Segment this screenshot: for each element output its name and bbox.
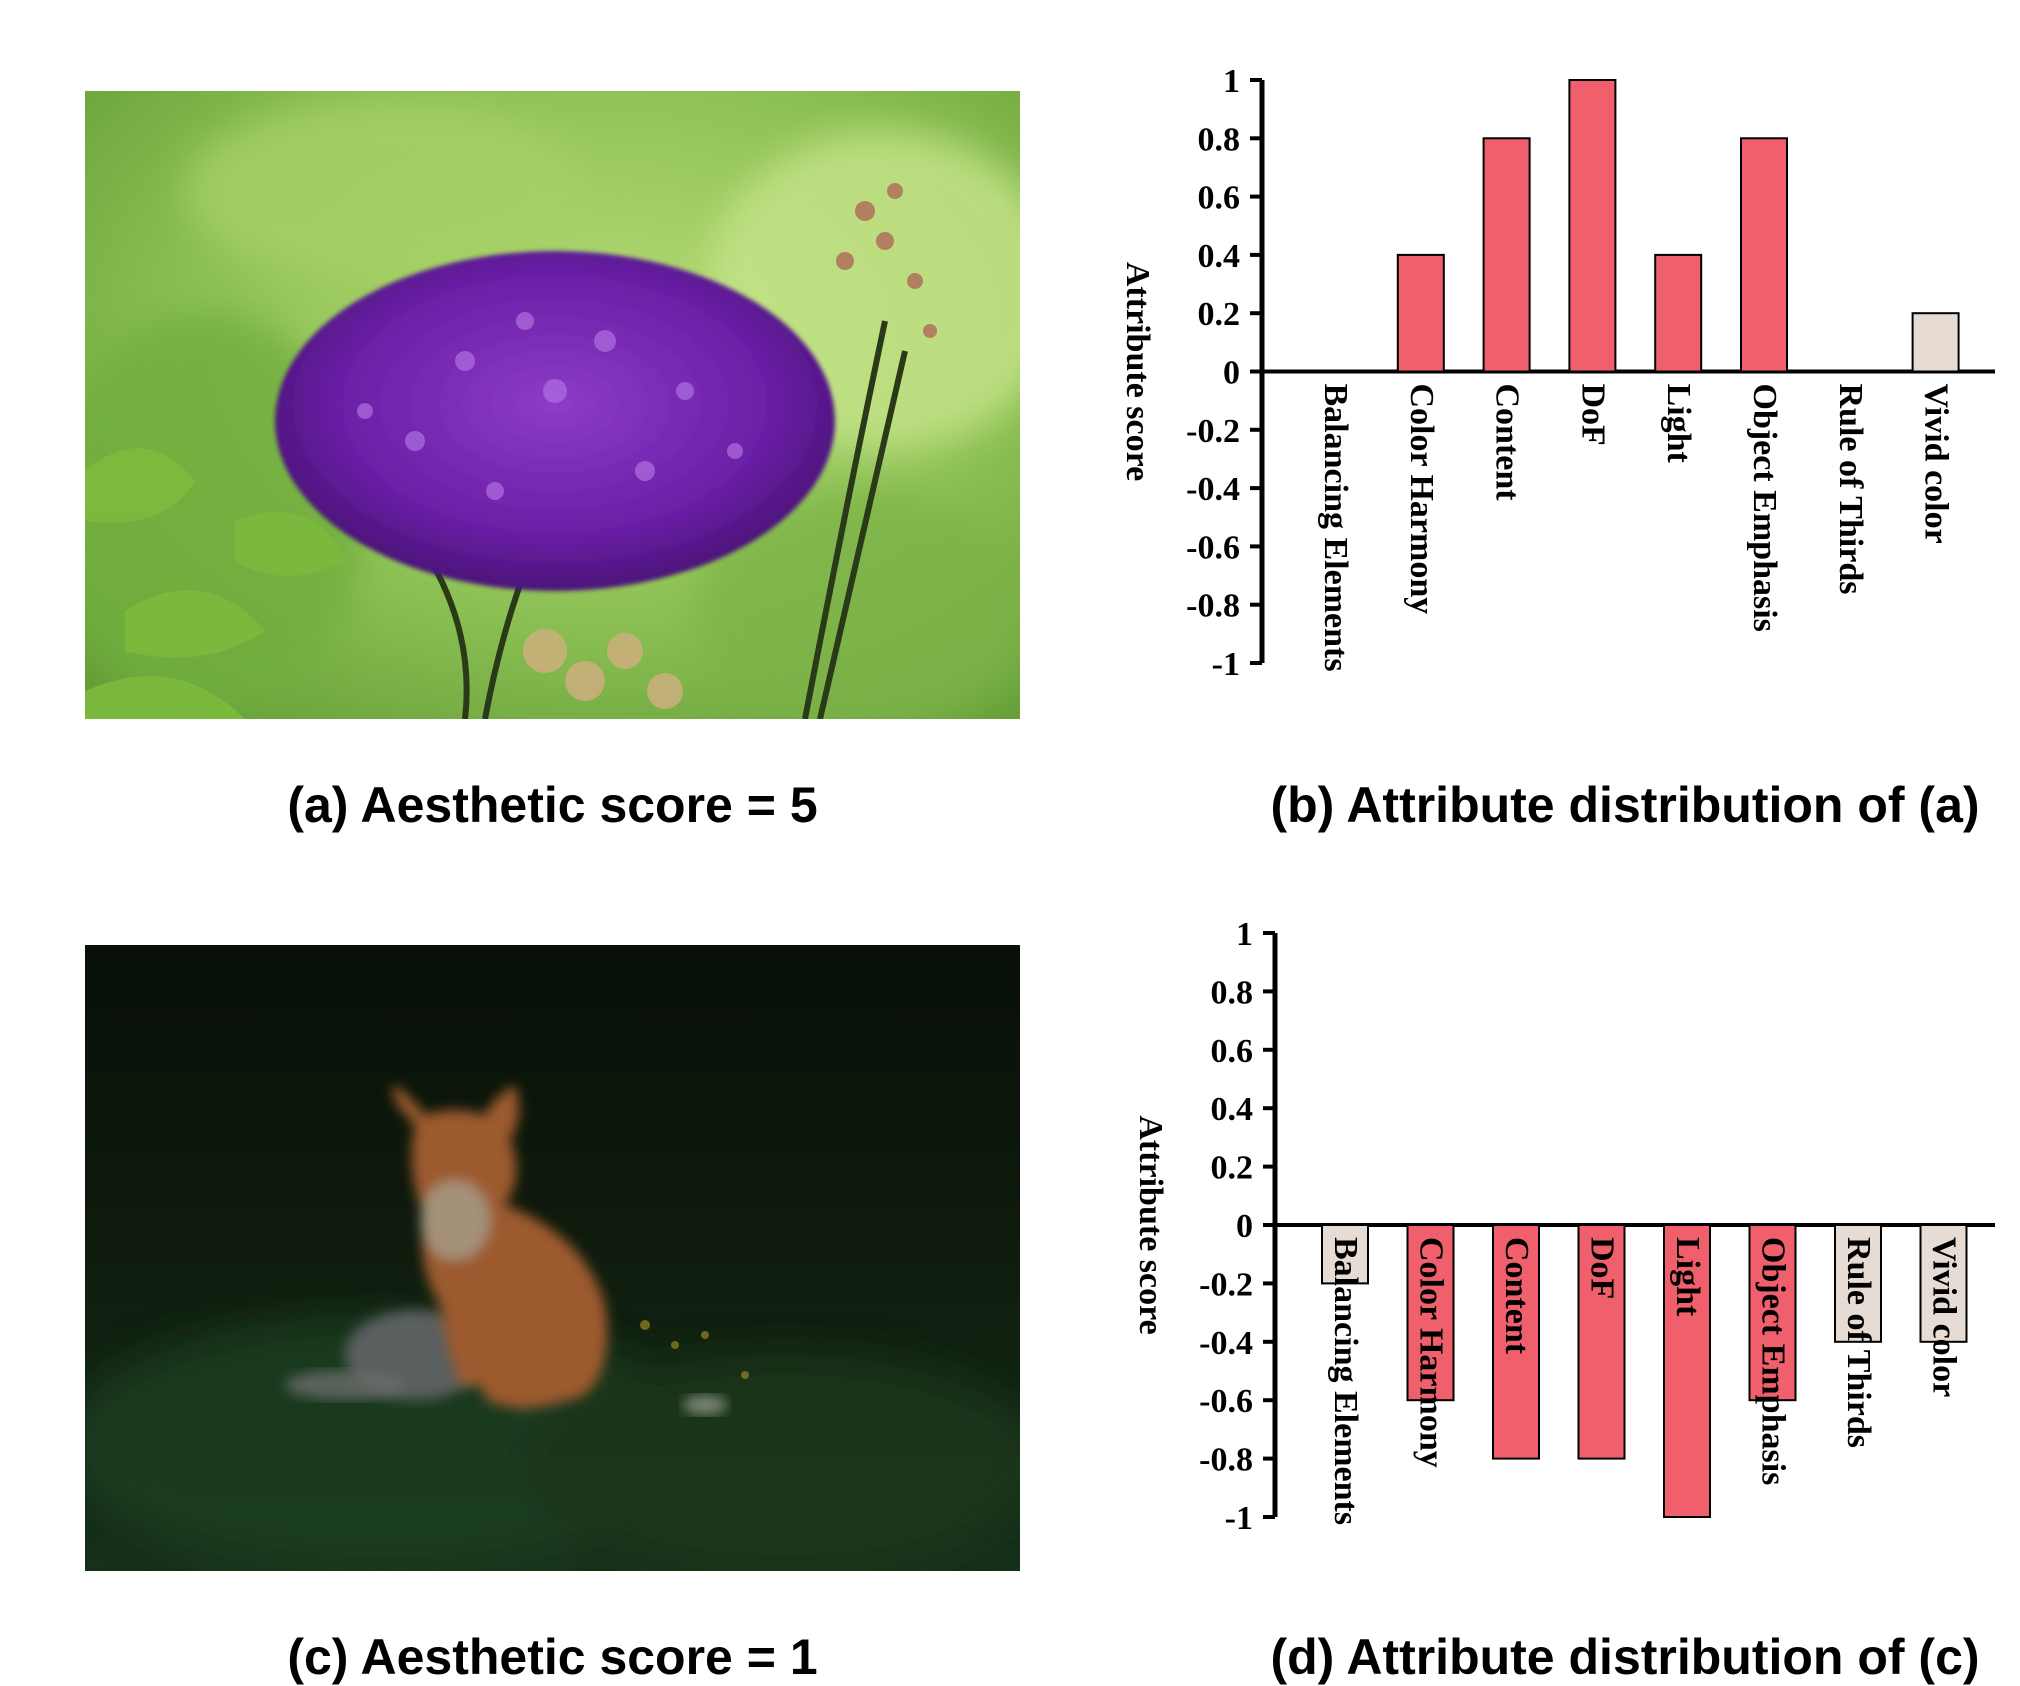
x-category-label: Vivid color bbox=[1926, 1237, 1963, 1397]
y-tick-label: 0.6 bbox=[1211, 1033, 1254, 1070]
x-category-label: Light bbox=[1669, 1237, 1706, 1317]
x-category-label: Content bbox=[1498, 1237, 1535, 1355]
y-tick-label: -1 bbox=[1212, 646, 1240, 683]
y-tick-label: 0 bbox=[1223, 355, 1240, 392]
y-tick-label: 0.2 bbox=[1198, 296, 1241, 333]
y-tick-label: -0.6 bbox=[1186, 529, 1240, 566]
caption-d: (d) Attribute distribution of (c) bbox=[1270, 1629, 1980, 1685]
x-category-label: Content bbox=[1489, 384, 1526, 502]
x-category-label: DoF bbox=[1584, 1237, 1621, 1299]
y-tick-label: -1 bbox=[1225, 1500, 1253, 1537]
x-category-label: Rule of Thirds bbox=[1832, 384, 1869, 595]
bar bbox=[1396, 253, 1445, 373]
x-category-label: Object Emphasis bbox=[1746, 384, 1783, 632]
y-tick-label: -0.6 bbox=[1199, 1383, 1253, 1420]
bar bbox=[1663, 1224, 1711, 1518]
x-category-label: Color Harmony bbox=[1403, 384, 1440, 615]
photo-cat bbox=[85, 945, 1020, 1571]
y-tick-label: 0.2 bbox=[1211, 1150, 1254, 1187]
y-tick-label: 0.6 bbox=[1198, 180, 1241, 217]
bar bbox=[1748, 1224, 1797, 1402]
x-category-label: Rule of Thirds bbox=[1840, 1237, 1877, 1448]
y-tick-label: 0.8 bbox=[1211, 974, 1254, 1011]
x-category-label: Object Emphasis bbox=[1755, 1237, 1792, 1485]
bar bbox=[1406, 1224, 1455, 1402]
y-tick-label: -0.4 bbox=[1186, 471, 1240, 508]
bar bbox=[1919, 1224, 1968, 1343]
caption-b: (b) Attribute distribution of (a) bbox=[1270, 777, 1980, 833]
y-axis-label: Attribute score bbox=[1119, 262, 1156, 481]
y-tick-label: 0.8 bbox=[1198, 121, 1241, 158]
y-tick-label: -0.2 bbox=[1186, 413, 1240, 450]
bar bbox=[1834, 1224, 1882, 1343]
y-tick-label: 0 bbox=[1236, 1208, 1253, 1245]
bar bbox=[1577, 1224, 1626, 1460]
y-tick-label: -0.2 bbox=[1199, 1266, 1253, 1303]
caption-c: (c) Aesthetic score = 1 bbox=[287, 1629, 818, 1685]
bar bbox=[1568, 79, 1617, 373]
photo-flower bbox=[85, 91, 1020, 719]
y-tick-label: 1 bbox=[1236, 916, 1253, 953]
caption-a: (a) Aesthetic score = 5 bbox=[287, 777, 818, 833]
y-tick-label: 0.4 bbox=[1198, 238, 1241, 275]
x-category-label: Light bbox=[1660, 384, 1697, 464]
x-category-label: Vivid color bbox=[1918, 384, 1955, 544]
bar bbox=[1482, 137, 1531, 373]
x-category-label: DoF bbox=[1574, 384, 1611, 446]
bar bbox=[1740, 137, 1788, 373]
bar bbox=[1492, 1224, 1540, 1460]
x-category-label: Color Harmony bbox=[1413, 1237, 1450, 1468]
x-category-label: Balancing Elements bbox=[1317, 384, 1354, 672]
bar bbox=[1911, 312, 1960, 373]
y-axis-label: Attribute score bbox=[1132, 1115, 1169, 1334]
bar bbox=[1321, 1224, 1369, 1285]
y-tick-label: 1 bbox=[1223, 63, 1240, 100]
y-tick-label: -0.8 bbox=[1199, 1442, 1253, 1479]
y-tick-label: -0.8 bbox=[1186, 588, 1240, 625]
x-category-label: Balancing Elements bbox=[1327, 1237, 1364, 1525]
y-tick-label: -0.4 bbox=[1199, 1325, 1253, 1362]
y-tick-label: 0.4 bbox=[1211, 1091, 1254, 1128]
bar bbox=[1654, 253, 1703, 373]
